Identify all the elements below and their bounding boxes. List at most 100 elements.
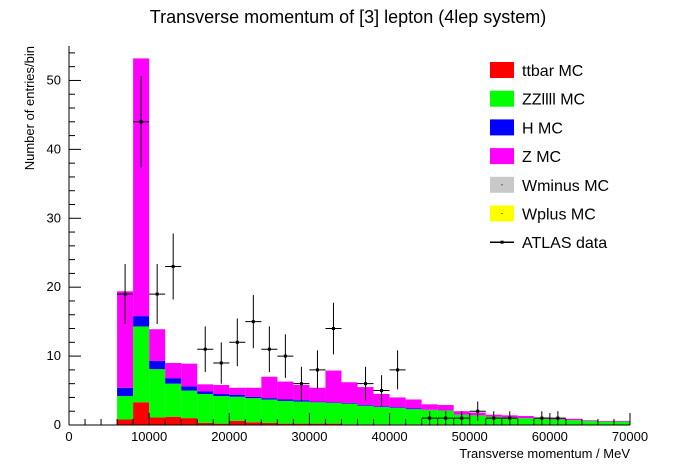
bar-h-mc-bin-2 xyxy=(149,360,166,370)
bar-z-mc-bin-4 xyxy=(181,363,198,387)
y-tick-label-2: 20 xyxy=(47,279,61,294)
y-tick-label-0: 0 xyxy=(54,417,61,432)
x-tick-label-0: 0 xyxy=(65,429,72,444)
legend-label-2: H MC xyxy=(522,120,563,137)
bar-z-mc-bin-14 xyxy=(341,382,358,403)
bar-z-mc-bin-6 xyxy=(213,385,230,394)
x-tick-label-1: 10000 xyxy=(131,429,167,444)
bar-z-mc-bin-28 xyxy=(565,418,582,421)
bar-h-mc-bin-11 xyxy=(293,400,310,402)
data-point-2 xyxy=(149,264,166,325)
bar-h-mc-bin-18 xyxy=(405,408,422,410)
data-point-14 xyxy=(373,375,390,406)
legend-label-5: Wplus MC xyxy=(522,207,596,224)
bar-zzllll-mc-bin-12 xyxy=(309,402,326,424)
data-point-3 xyxy=(165,233,182,300)
bar-zzllll-mc-bin-6 xyxy=(213,396,230,424)
bar-zzllll-mc-bin-31 xyxy=(613,421,630,425)
y-tick-label-5: 50 xyxy=(47,72,61,87)
stacked-bars xyxy=(117,58,630,425)
x-tick-label-4: 40000 xyxy=(371,429,407,444)
bar-z-mc-bin-19 xyxy=(421,404,438,410)
bar-h-mc-bin-3 xyxy=(165,378,182,384)
y-tick-label-3: 30 xyxy=(47,210,61,225)
bar-ttbar-mc-bin-4 xyxy=(181,418,198,425)
bar-zzllll-mc-bin-17 xyxy=(389,407,406,425)
bar-z-mc-bin-0 xyxy=(117,291,134,388)
bar-zzllll-mc-bin-10 xyxy=(277,400,294,424)
bar-zzllll-mc-bin-15 xyxy=(357,405,374,425)
bar-z-mc-bin-30 xyxy=(597,420,614,422)
legend-swatch-0 xyxy=(490,62,514,78)
bar-z-mc-bin-13 xyxy=(325,370,342,403)
bar-ttbar-mc-bin-13 xyxy=(325,423,342,425)
data-point-18 xyxy=(453,411,470,425)
data-point-11 xyxy=(309,350,326,390)
bar-ttbar-mc-bin-6 xyxy=(213,423,230,425)
legend: ttbar MC ZZllll MC H MC Z MC Wminus MC Wplus … xyxy=(490,62,609,252)
data-point-21 xyxy=(501,411,518,425)
bar-zzllll-mc-bin-7 xyxy=(229,396,246,421)
bar-h-mc-bin-16 xyxy=(373,406,390,408)
bar-z-mc-bin-1 xyxy=(133,58,150,317)
legend-label-1: ZZllll MC xyxy=(522,92,585,109)
axes: 0 10000 20000 30000 40000 50000 60000 70000 0 10 2… xyxy=(47,46,648,444)
bar-h-mc-bin-1 xyxy=(133,316,150,327)
bar-zzllll-mc-bin-28 xyxy=(565,420,582,425)
data-error-bars xyxy=(117,76,566,425)
bar-ttbar-mc-bin-0 xyxy=(117,419,134,425)
data-point-13 xyxy=(357,366,374,401)
data-point-15 xyxy=(389,350,406,390)
bar-z-mc-bin-25 xyxy=(517,416,534,419)
bar-zzllll-mc-bin-8 xyxy=(245,398,262,423)
bar-z-mc-bin-5 xyxy=(197,384,214,392)
data-point-10 xyxy=(293,366,310,401)
y-tick-label-4: 40 xyxy=(47,141,61,156)
bar-h-mc-bin-15 xyxy=(357,405,374,406)
data-point-8 xyxy=(261,326,278,373)
bar-z-mc-bin-20 xyxy=(437,405,454,411)
bar-zzllll-mc-bin-9 xyxy=(261,399,278,423)
bar-h-mc-bin-6 xyxy=(213,393,230,397)
bar-zzllll-mc-bin-11 xyxy=(293,401,310,424)
x-axis-label: Transverse momentum / MeV xyxy=(459,446,630,461)
bar-ttbar-mc-bin-5 xyxy=(197,422,214,425)
bar-ttbar-mc-bin-8 xyxy=(245,422,262,425)
bar-zzllll-mc-bin-1 xyxy=(133,326,150,403)
bar-zzllll-mc-bin-18 xyxy=(405,409,422,425)
bar-z-mc-bin-31 xyxy=(613,420,630,422)
bar-z-mc-bin-17 xyxy=(389,397,406,408)
bar-zzllll-mc-bin-4 xyxy=(181,390,198,419)
bar-ttbar-mc-bin-2 xyxy=(149,417,166,425)
bar-z-mc-bin-10 xyxy=(277,381,294,400)
legend-swatch-1 xyxy=(490,90,514,107)
legend-label-4: Wminus MC xyxy=(522,178,609,195)
bar-ttbar-mc-bin-7 xyxy=(229,420,246,425)
bar-ttbar-mc-bin-11 xyxy=(293,423,310,425)
data-point-5 xyxy=(213,342,230,384)
legend-label-0: ttbar MC xyxy=(522,63,583,80)
bar-ttbar-mc-bin-12 xyxy=(309,423,326,425)
bar-z-mc-bin-2 xyxy=(149,329,166,361)
bar-ttbar-mc-bin-1 xyxy=(133,402,150,425)
bar-z-mc-bin-29 xyxy=(581,420,598,421)
legend-label-data: ATLAS data xyxy=(522,235,607,252)
data-point-9 xyxy=(277,334,294,378)
data-point-23 xyxy=(549,411,566,425)
data-point-19 xyxy=(469,401,486,421)
y-axis-label: Number of entries/bin xyxy=(22,46,37,170)
bar-zzllll-mc-bin-3 xyxy=(165,383,182,417)
data-point-20 xyxy=(485,411,502,425)
data-point-1 xyxy=(133,76,150,168)
bar-h-mc-bin-7 xyxy=(229,394,246,397)
data-point-12 xyxy=(325,302,342,355)
x-tick-label-2: 20000 xyxy=(211,429,247,444)
x-tick-label-6: 60000 xyxy=(532,429,568,444)
bar-ttbar-mc-bin-10 xyxy=(277,423,294,425)
bar-h-mc-bin-17 xyxy=(389,407,406,408)
legend-swatch-3 xyxy=(490,148,514,165)
bar-z-mc-bin-9 xyxy=(261,376,278,399)
bar-h-mc-bin-8 xyxy=(245,396,262,399)
bar-zzllll-mc-bin-16 xyxy=(373,407,390,425)
